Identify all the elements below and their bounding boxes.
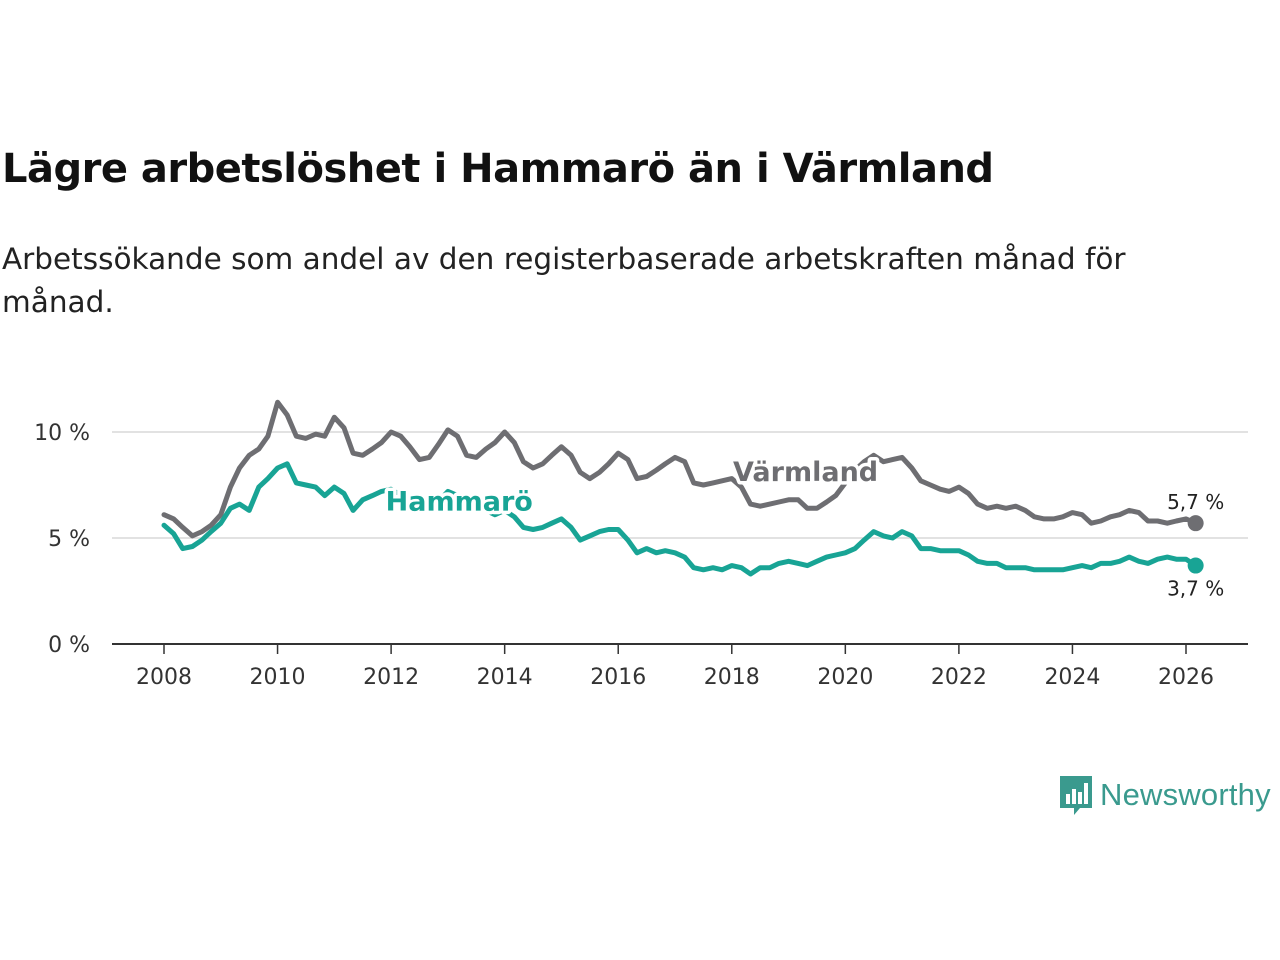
- brand-name: Newsworthy: [1100, 777, 1271, 812]
- x-tick-label: 2018: [704, 665, 760, 690]
- x-tick-label: 2024: [1044, 665, 1100, 690]
- series-labels: 5,7 % Värmland 3,7 % Hammarö: [382, 453, 1224, 601]
- x-tick-label: 2020: [817, 665, 873, 690]
- y-tick-label: 0 %: [48, 633, 90, 658]
- x-tick-label: 2016: [590, 665, 646, 690]
- bar-chart-speech-bubble-icon: [1060, 776, 1092, 815]
- series-label-hammarö: Hammarö: [386, 486, 533, 517]
- newsworthy-logo: Newsworthy: [1058, 772, 1271, 818]
- x-tick-label: 2014: [477, 665, 533, 690]
- end-value-label: 5,7 %: [1167, 490, 1224, 514]
- chart-subtitle: Arbetssökande som andel av den registerb…: [2, 242, 1126, 319]
- series-label-värmland: Värmland: [733, 457, 878, 488]
- x-tick-label: 2012: [363, 665, 419, 690]
- y-tick-label: 5 %: [48, 527, 90, 552]
- chart-title: Lägre arbetslöshet i Hammarö än i Värmla…: [2, 146, 994, 192]
- end-value-label: 3,7 %: [1167, 577, 1224, 601]
- x-tick-label: 2008: [136, 665, 192, 690]
- series-group: [161, 399, 1204, 577]
- series-line-hammarö: [161, 461, 1199, 577]
- y-tick-label: 10 %: [34, 421, 90, 446]
- end-point-värmland: [1187, 515, 1204, 532]
- x-tick-label: 2026: [1158, 665, 1214, 690]
- x-axis: 2008 2010 2012 2014 2016 2018 2020 2022 2024 2026: [136, 644, 1214, 690]
- x-tick-label: 2022: [931, 665, 987, 690]
- line-chart: 0 %5 %10 % 2008 2010 2012 2014 2016 2018 2020 2…: [34, 399, 1248, 690]
- x-tick-label: 2010: [250, 665, 306, 690]
- end-point-hammarö: [1187, 557, 1204, 574]
- grid-lines: [112, 431, 1248, 539]
- series-line-värmland: [161, 399, 1199, 539]
- y-axis: 0 % 5 % 10 %: [34, 421, 90, 658]
